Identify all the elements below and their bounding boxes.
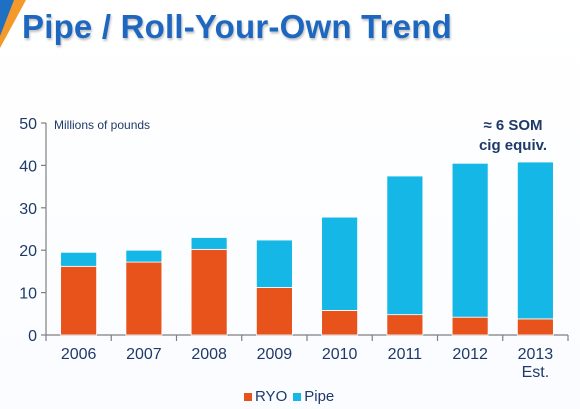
bar-ryo-2012: [451, 316, 489, 336]
bar-ryo-2010: [321, 310, 359, 336]
annotation-note: ≈ 6 SOM cig equiv.: [458, 116, 568, 156]
bar-pipe-2010: [321, 216, 359, 311]
bar-ryo-2011: [386, 314, 424, 336]
bar-ryo-2009: [255, 287, 293, 336]
bar-pipe-2013: [516, 161, 554, 320]
x-tick-label: 2007: [126, 346, 162, 363]
annotation-line-2: cig equiv.: [478, 137, 548, 154]
bar-pipe-2008: [190, 237, 228, 250]
units-label: Millions of pounds: [54, 118, 151, 132]
x-tick-label: 2010: [322, 346, 358, 363]
x-tick-label: 2011: [388, 346, 423, 363]
y-tick-label: 10: [19, 286, 37, 303]
x-tick-label: 2006: [61, 346, 97, 363]
legend-item-ryo: RYO: [244, 388, 287, 405]
x-tick-label: 2012: [452, 346, 488, 363]
slide-title: Pipe / Roll-Your-Own Trend: [22, 8, 452, 45]
bar-ryo-2007: [125, 261, 163, 336]
bar-pipe-2007: [125, 249, 163, 263]
y-tick-label: 20: [19, 243, 37, 260]
legend-swatch-pipe: [293, 392, 302, 401]
bar-pipe-2006: [60, 251, 98, 267]
legend-label-ryo: RYO: [255, 388, 288, 405]
x-tick-label: Est.: [522, 364, 550, 381]
bar-ryo-2008: [190, 248, 228, 336]
legend-label-pipe: Pipe: [304, 388, 335, 405]
y-tick-label: 50: [19, 116, 37, 133]
y-tick-label: 40: [19, 158, 37, 175]
bar-pipe-2009: [255, 239, 293, 288]
y-tick-label: 30: [19, 201, 37, 218]
bar-pipe-2011: [386, 175, 424, 316]
legend: RYO Pipe: [244, 388, 340, 405]
x-tick-label: 2008: [191, 346, 227, 363]
bar-ryo-2006: [60, 265, 98, 336]
corner-accent-blue: [0, 0, 14, 36]
bar-ryo-2013: [516, 318, 554, 336]
legend-swatch-ryo: [244, 392, 252, 401]
x-tick-label: 2013: [518, 346, 554, 363]
y-tick-label: 0: [28, 328, 37, 345]
annotation-line-1: ≈ 6 SOM: [483, 117, 543, 134]
bar-pipe-2012: [451, 162, 489, 318]
x-tick-label: 2009: [257, 346, 293, 363]
legend-item-pipe: Pipe: [293, 388, 334, 405]
